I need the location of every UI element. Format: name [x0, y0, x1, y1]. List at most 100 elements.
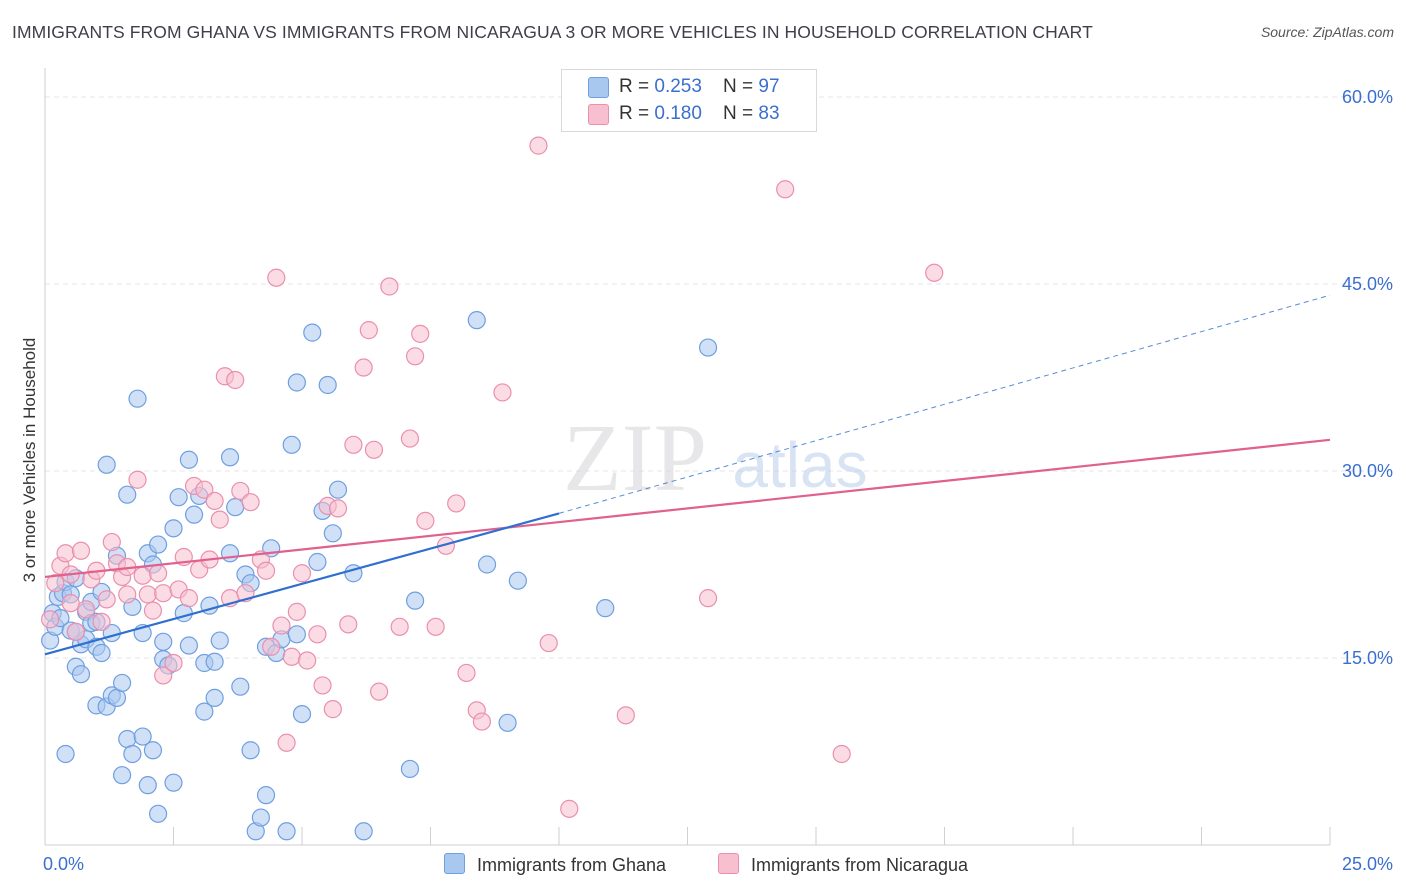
nicaragua-point	[493, 383, 512, 402]
y-tick-label: 15.0%	[1342, 648, 1393, 668]
ghana-point	[179, 450, 199, 469]
watermark-zip: ZIP	[563, 404, 707, 511]
nicaragua-point	[287, 602, 306, 621]
nicaragua-point	[231, 481, 250, 501]
ghana-point	[318, 375, 337, 395]
nicaragua-point	[447, 494, 466, 513]
ghana-point	[118, 485, 137, 504]
nicaragua-point	[776, 180, 795, 199]
ghana-point	[148, 535, 168, 554]
x-tick-label: 25.0%	[1342, 854, 1393, 874]
nicaragua-point	[457, 663, 476, 683]
source-label: Source: ZipAtlas.com	[1260, 24, 1394, 40]
ghana-point	[169, 488, 188, 507]
ghana-point	[56, 744, 75, 764]
nicaragua-point	[925, 263, 944, 282]
ghana-swatch	[588, 77, 609, 98]
ghana-point	[303, 323, 322, 342]
nicaragua-point	[66, 622, 85, 641]
nicaragua-point	[262, 637, 281, 656]
nicaragua-point	[282, 647, 301, 666]
nicaragua-point	[195, 480, 214, 499]
nicaragua-point	[313, 676, 332, 695]
ghana-point	[112, 766, 132, 785]
nicaragua-point	[164, 653, 183, 673]
ghana-point	[467, 311, 486, 330]
ghana-point	[287, 625, 306, 644]
ghana-trend-extension	[558, 294, 1331, 514]
nicaragua-point	[308, 625, 327, 644]
nicaragua-point	[154, 584, 173, 603]
axes	[44, 68, 1331, 846]
nicaragua-point	[380, 277, 399, 296]
nicaragua-point	[41, 610, 60, 629]
trend-lines	[44, 294, 1331, 656]
ghana-point	[71, 665, 91, 684]
bottom-nicaragua-swatch	[718, 853, 739, 874]
ghana-point	[277, 822, 296, 841]
ghana-point	[205, 652, 224, 671]
bottom-ghana-label: Immigrants from Ghana	[477, 855, 667, 875]
nicaragua-point	[390, 617, 409, 636]
bottom-legend-nicaragua: Immigrants from Nicaragua	[718, 853, 968, 876]
ghana-point	[123, 744, 142, 764]
watermark-atlas: atlas	[732, 429, 867, 501]
legend-ghana-text: R = 0.253 N = 97	[619, 76, 780, 97]
ghana-points	[41, 311, 718, 841]
nicaragua-point	[370, 682, 389, 701]
ghana-point	[138, 776, 157, 795]
ghana-point	[498, 713, 517, 732]
ghana-point	[596, 599, 615, 618]
ghana-point	[477, 555, 497, 574]
nicaragua-point	[61, 594, 80, 613]
nicaragua-point	[138, 585, 157, 604]
nicaragua-point	[154, 666, 173, 685]
ghana-point	[256, 786, 276, 805]
y-tick-label: 60.0%	[1342, 87, 1393, 107]
ghana-point	[400, 759, 420, 779]
nicaragua-point	[328, 499, 348, 518]
ghana-point	[97, 455, 116, 474]
ghana-point	[292, 704, 312, 724]
ghana-point	[698, 338, 718, 357]
ghana-point	[308, 552, 327, 572]
nicaragua-point	[102, 532, 121, 552]
nicaragua-point	[118, 585, 137, 604]
nicaragua-point	[256, 561, 276, 580]
ghana-point	[92, 643, 111, 663]
nicaragua-point	[97, 590, 116, 609]
watermark: ZIP atlas	[563, 404, 868, 511]
nicaragua-swatch	[588, 104, 609, 125]
nicaragua-point	[405, 347, 425, 366]
nicaragua-point	[416, 511, 435, 530]
nicaragua-point	[56, 544, 75, 563]
nicaragua-point	[698, 589, 718, 608]
nicaragua-point	[354, 358, 373, 377]
y-tick-label: 45.0%	[1342, 274, 1393, 294]
ghana-point	[328, 480, 348, 499]
bottom-nicaragua-label: Immigrants from Nicaragua	[751, 855, 969, 875]
nicaragua-point	[832, 744, 851, 764]
ghana-point	[164, 519, 183, 538]
nicaragua-point	[400, 429, 420, 448]
nicaragua-point	[364, 440, 384, 459]
ghana-point	[231, 677, 250, 696]
ghana-point	[128, 389, 147, 408]
ghana-point	[241, 741, 260, 760]
ghana-point	[195, 702, 214, 721]
nicaragua-point	[148, 564, 168, 583]
tick-labels: 15.0% 30.0% 45.0% 60.0% 0.0% 25.0%	[43, 87, 1393, 874]
nicaragua-point	[344, 435, 363, 454]
nicaragua-point	[616, 706, 635, 725]
nicaragua-point	[359, 321, 378, 340]
nicaragua-point	[426, 617, 445, 636]
nicaragua-point	[205, 491, 224, 511]
ghana-point	[184, 505, 204, 524]
nicaragua-point	[411, 324, 430, 343]
y-tick-label: 30.0%	[1342, 461, 1393, 481]
nicaragua-trend-line	[44, 438, 1331, 579]
nicaragua-point	[267, 268, 286, 287]
ghana-point	[323, 524, 342, 543]
nicaragua-point	[210, 510, 229, 529]
